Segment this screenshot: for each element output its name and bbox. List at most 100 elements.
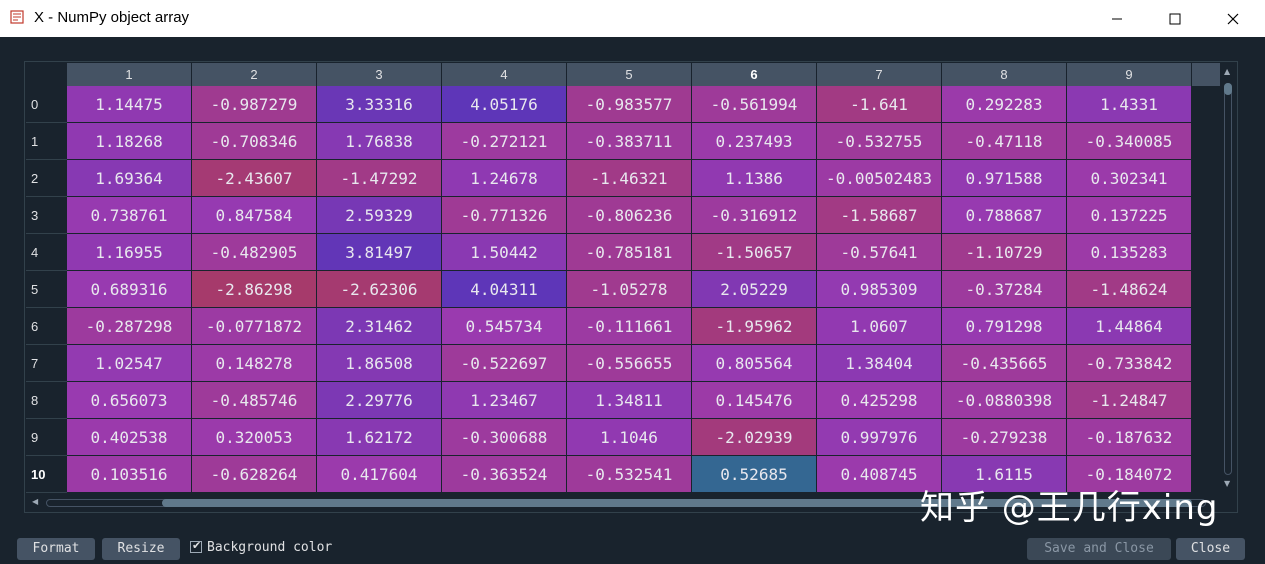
table-cell[interactable]: 1.18268 bbox=[67, 123, 192, 160]
table-cell[interactable]: -0.272121 bbox=[442, 123, 567, 160]
row-header[interactable]: 6 bbox=[26, 308, 67, 345]
table-cell[interactable]: 0.148278 bbox=[192, 345, 317, 382]
table-cell[interactable]: 1.0607 bbox=[817, 308, 942, 345]
column-header[interactable]: 8 bbox=[942, 63, 1067, 86]
table-cell[interactable]: -1.47292 bbox=[317, 160, 442, 197]
scroll-left-icon[interactable]: ◀ bbox=[32, 497, 39, 506]
table-cell[interactable]: 3.81497 bbox=[317, 234, 442, 271]
close-window-button[interactable] bbox=[1204, 0, 1262, 37]
table-cell[interactable]: 2.29776 bbox=[317, 382, 442, 419]
maximize-button[interactable] bbox=[1146, 0, 1204, 37]
table-cell[interactable]: 1.69364 bbox=[67, 160, 192, 197]
table-cell[interactable]: 0.402538 bbox=[67, 419, 192, 456]
table-cell[interactable]: -2.02939 bbox=[692, 419, 817, 456]
table-cell[interactable]: 1.14475 bbox=[67, 86, 192, 123]
column-header[interactable]: 5 bbox=[567, 63, 692, 86]
table-cell[interactable]: 0.656073 bbox=[67, 382, 192, 419]
row-header[interactable]: 1 bbox=[26, 123, 67, 160]
table-cell[interactable]: -0.806236 bbox=[567, 197, 692, 234]
table-cell[interactable]: 0.425298 bbox=[817, 382, 942, 419]
table-cell[interactable]: -1.24847 bbox=[1067, 382, 1192, 419]
table-cell[interactable]: -0.628264 bbox=[192, 456, 317, 493]
resize-button[interactable]: Resize bbox=[102, 538, 180, 560]
table-cell[interactable]: 0.145476 bbox=[692, 382, 817, 419]
table-cell[interactable]: -0.279238 bbox=[942, 419, 1067, 456]
table-cell[interactable]: -1.95962 bbox=[692, 308, 817, 345]
save-and-close-button[interactable]: Save and Close bbox=[1027, 538, 1171, 560]
table-cell[interactable]: -0.482905 bbox=[192, 234, 317, 271]
table-cell[interactable]: -0.383711 bbox=[567, 123, 692, 160]
table-cell[interactable]: 0.847584 bbox=[192, 197, 317, 234]
table-cell[interactable]: 0.791298 bbox=[942, 308, 1067, 345]
table-cell[interactable]: 1.6115 bbox=[942, 456, 1067, 493]
row-header[interactable]: 9 bbox=[26, 419, 67, 456]
table-cell[interactable]: 0.302341 bbox=[1067, 160, 1192, 197]
scroll-up-icon[interactable]: ▲ bbox=[1224, 67, 1231, 76]
format-button[interactable]: Format bbox=[17, 538, 95, 560]
table-cell[interactable]: -1.58687 bbox=[817, 197, 942, 234]
table-cell[interactable]: 0.805564 bbox=[692, 345, 817, 382]
column-header[interactable]: 2 bbox=[192, 63, 317, 86]
table-cell[interactable]: 1.62172 bbox=[317, 419, 442, 456]
table-cell[interactable]: -0.708346 bbox=[192, 123, 317, 160]
column-header[interactable]: 9 bbox=[1067, 63, 1192, 86]
row-header[interactable]: 3 bbox=[26, 197, 67, 234]
table-cell[interactable]: 0.689316 bbox=[67, 271, 192, 308]
table-cell[interactable]: -1.641 bbox=[817, 86, 942, 123]
table-cell[interactable]: -0.57641 bbox=[817, 234, 942, 271]
table-cell[interactable]: -0.0771872 bbox=[192, 308, 317, 345]
table-cell[interactable]: 3.33316 bbox=[317, 86, 442, 123]
vertical-scroll-track[interactable] bbox=[1224, 83, 1232, 475]
table-cell[interactable]: -0.532541 bbox=[567, 456, 692, 493]
table-cell[interactable]: -1.05278 bbox=[567, 271, 692, 308]
table-cell[interactable]: -2.62306 bbox=[317, 271, 442, 308]
column-header[interactable]: 3 bbox=[317, 63, 442, 86]
row-header[interactable]: 2 bbox=[26, 160, 67, 197]
table-cell[interactable]: -0.987279 bbox=[192, 86, 317, 123]
table-cell[interactable]: 1.23467 bbox=[442, 382, 567, 419]
table-cell[interactable]: 0.137225 bbox=[1067, 197, 1192, 234]
table-cell[interactable]: 1.24678 bbox=[442, 160, 567, 197]
table-cell[interactable]: -0.111661 bbox=[567, 308, 692, 345]
table-cell[interactable]: -0.785181 bbox=[567, 234, 692, 271]
vertical-scrollbar[interactable]: ▲ ▼ bbox=[1220, 63, 1236, 495]
table-cell[interactable]: 4.05176 bbox=[442, 86, 567, 123]
horizontal-scroll-thumb[interactable] bbox=[162, 499, 1192, 507]
table-cell[interactable]: 1.02547 bbox=[67, 345, 192, 382]
table-cell[interactable]: -0.363524 bbox=[442, 456, 567, 493]
table-cell[interactable]: -0.340085 bbox=[1067, 123, 1192, 160]
table-cell[interactable]: 1.16955 bbox=[67, 234, 192, 271]
row-header[interactable]: 8 bbox=[26, 382, 67, 419]
table-cell[interactable]: -0.485746 bbox=[192, 382, 317, 419]
table-cell[interactable]: 1.1046 bbox=[567, 419, 692, 456]
close-button[interactable]: Close bbox=[1176, 538, 1245, 560]
table-cell[interactable]: -0.300688 bbox=[442, 419, 567, 456]
table-cell[interactable]: -0.771326 bbox=[442, 197, 567, 234]
table-cell[interactable]: -0.184072 bbox=[1067, 456, 1192, 493]
table-cell[interactable]: 1.50442 bbox=[442, 234, 567, 271]
row-header[interactable]: 7 bbox=[26, 345, 67, 382]
table-cell[interactable]: 0.408745 bbox=[817, 456, 942, 493]
table-cell[interactable]: -0.187632 bbox=[1067, 419, 1192, 456]
table-cell[interactable]: 2.05229 bbox=[692, 271, 817, 308]
table-cell[interactable]: 0.237493 bbox=[692, 123, 817, 160]
table-cell[interactable]: -0.316912 bbox=[692, 197, 817, 234]
table-cell[interactable]: 0.997976 bbox=[817, 419, 942, 456]
table-cell[interactable]: 0.788687 bbox=[942, 197, 1067, 234]
table-cell[interactable]: 0.135283 bbox=[1067, 234, 1192, 271]
table-cell[interactable]: -0.47118 bbox=[942, 123, 1067, 160]
table-cell[interactable]: -0.287298 bbox=[67, 308, 192, 345]
table-cell[interactable]: 1.76838 bbox=[317, 123, 442, 160]
table-cell[interactable]: 0.545734 bbox=[442, 308, 567, 345]
row-header[interactable]: 5 bbox=[26, 271, 67, 308]
row-header[interactable]: 4 bbox=[26, 234, 67, 271]
table-cell[interactable]: 1.1386 bbox=[692, 160, 817, 197]
table-cell[interactable]: -2.86298 bbox=[192, 271, 317, 308]
table-cell[interactable]: -0.00502483 bbox=[817, 160, 942, 197]
table-cell[interactable]: 2.59329 bbox=[317, 197, 442, 234]
table-cell[interactable]: 2.31462 bbox=[317, 308, 442, 345]
table-cell[interactable]: -1.48624 bbox=[1067, 271, 1192, 308]
column-header[interactable]: 1 bbox=[67, 63, 192, 86]
column-header[interactable]: 4 bbox=[442, 63, 567, 86]
table-cell[interactable]: -0.0880398 bbox=[942, 382, 1067, 419]
